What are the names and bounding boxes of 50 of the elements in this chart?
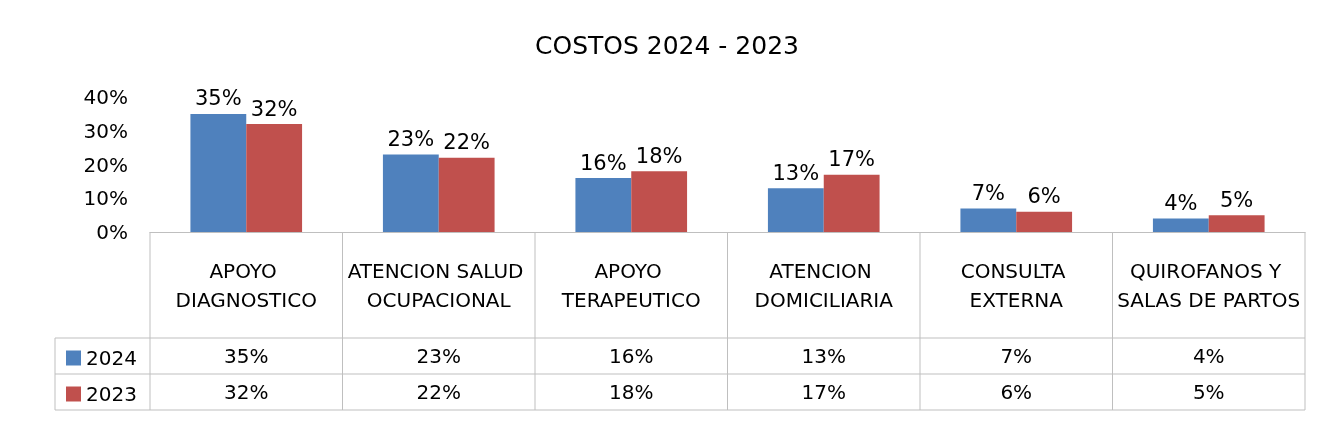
data-label: 22% (416, 380, 461, 404)
data-label: 4% (1192, 344, 1225, 368)
text: 5% (1220, 187, 1254, 212)
data-label: 7% (1000, 344, 1033, 368)
bar (1016, 211, 1073, 232)
y-tick-label: 40% (83, 85, 128, 109)
text: 4% (1164, 191, 1198, 215)
text: 18% (635, 143, 683, 168)
x-tick-label: ATENCION DOMICILIARIA (754, 258, 894, 312)
y-tick-label: 20% (83, 152, 128, 177)
x-tick-label: ATENCION SALUD OCUPACIONAL (347, 258, 530, 312)
bar (767, 188, 824, 232)
bar (1208, 215, 1265, 232)
data-label: 18% (609, 380, 654, 404)
text: 13% (772, 160, 820, 185)
x-tick-label: QUIROFANOS Y SALAS DE PARTOS (1117, 258, 1301, 312)
bar (823, 174, 880, 232)
data-label: 5% (1192, 380, 1225, 404)
text: 32% (250, 96, 298, 121)
text: 17% (828, 147, 876, 172)
legend-label: 2023 (86, 382, 137, 406)
bar (246, 124, 303, 232)
data-label: 6% (1000, 380, 1033, 404)
text: 6% (1027, 184, 1061, 209)
y-tick-label: 30% (83, 118, 128, 143)
data-label: 32% (224, 380, 269, 404)
data-label: 16% (609, 344, 654, 368)
bar (1152, 218, 1209, 232)
bar (631, 171, 688, 232)
bar (190, 113, 247, 232)
y-tick-label: 0% (96, 220, 128, 244)
chart-title: COSTOS 2024 - 2023 (535, 31, 799, 60)
legend-label: 2024 (86, 346, 137, 370)
x-tick-label: APOYO DIAGNOSTICO (175, 258, 317, 312)
bar (438, 157, 495, 232)
text: 22% (443, 130, 491, 155)
bar (382, 154, 439, 232)
y-tick-label: 10% (83, 186, 128, 211)
bar (960, 208, 1017, 232)
text: 7% (971, 180, 1005, 205)
x-tick-label: APOYO TERAPEUTICO (560, 258, 701, 312)
text: 23% (387, 126, 435, 151)
data-label: 35% (224, 344, 269, 368)
data-label: 17% (801, 380, 846, 404)
x-tick-label: CONSULTA EXTERNA (960, 258, 1072, 312)
text: 35% (194, 86, 242, 111)
data-label: 23% (416, 344, 461, 368)
bar (575, 178, 632, 232)
text: 16% (579, 150, 627, 175)
data-label: 13% (801, 344, 846, 368)
